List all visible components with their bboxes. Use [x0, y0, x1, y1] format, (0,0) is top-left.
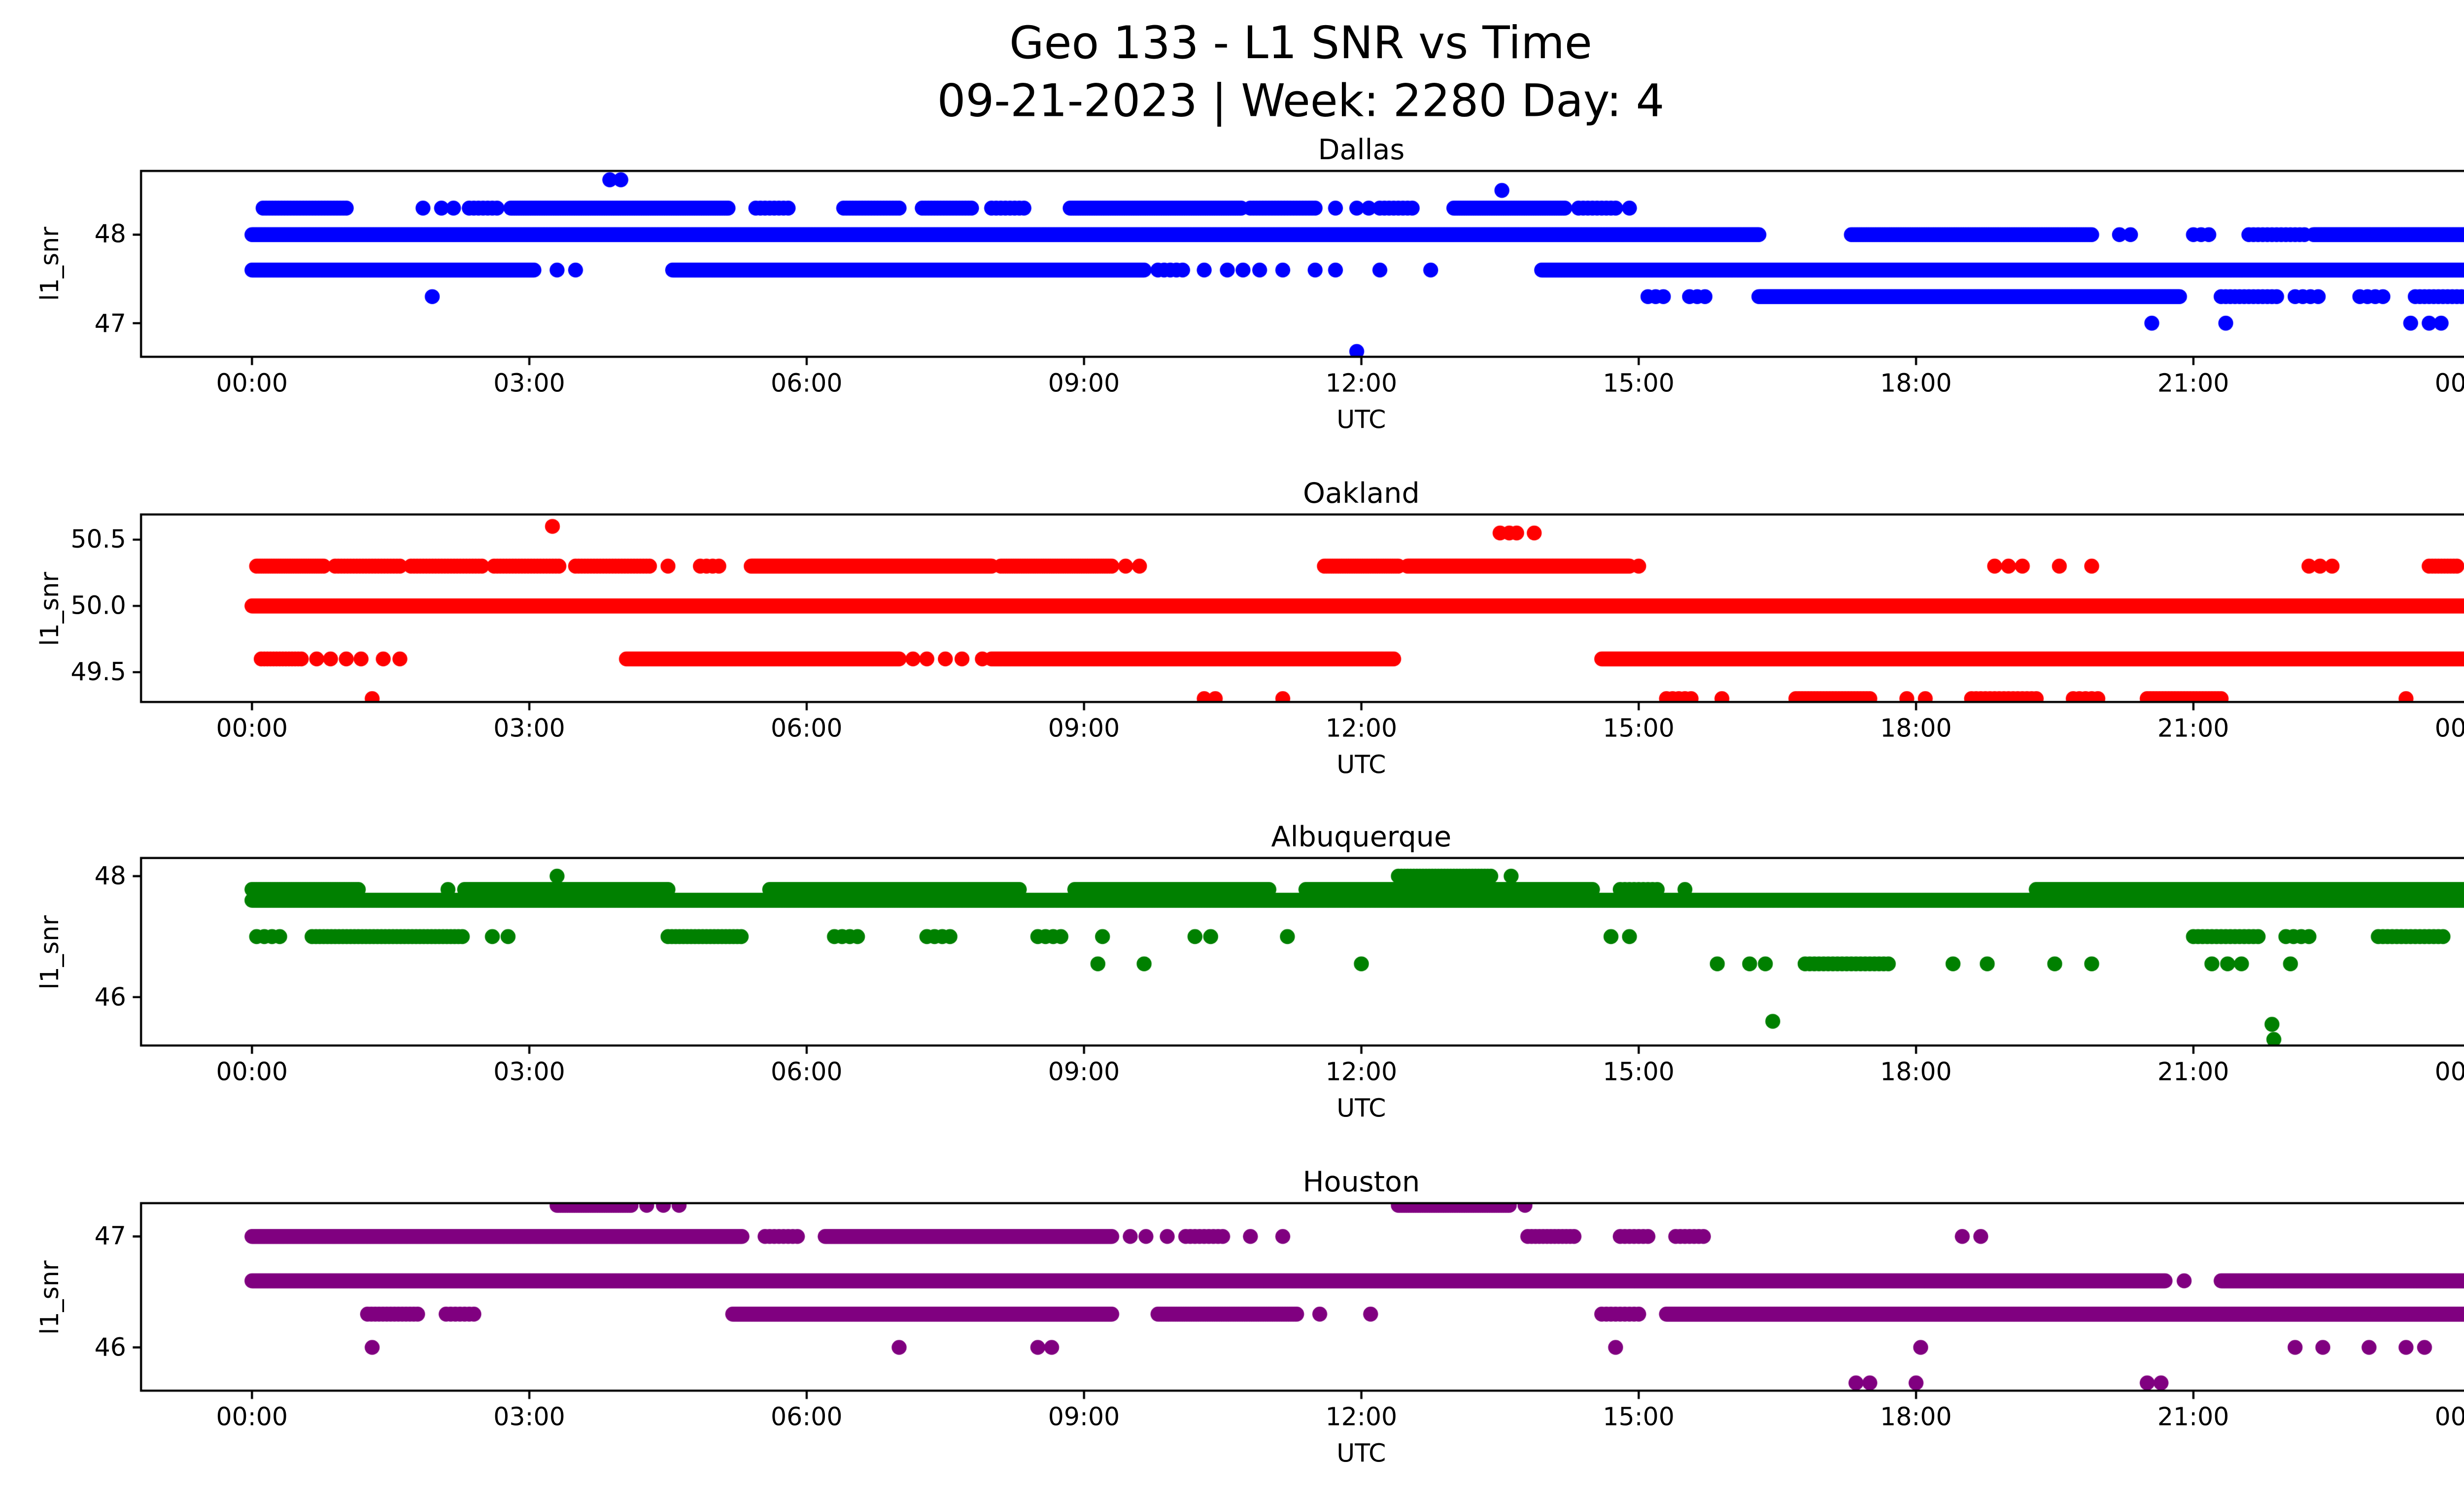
y-tick-label: 47	[94, 308, 126, 338]
x-tick-label: 06:00	[771, 1057, 843, 1087]
x-tick-label: 03:00	[493, 1402, 565, 1432]
x-tick-label: 09:00	[1048, 368, 1120, 398]
x-axis-label: UTC	[1336, 1093, 1386, 1123]
y-tick-label: 49.5	[70, 657, 126, 687]
x-tick-label: 09:00	[1048, 1402, 1120, 1432]
x-tick-label: 15:00	[1603, 368, 1675, 398]
x-tick-label: 09:00	[1048, 1057, 1120, 1087]
x-tick-label: 03:00	[493, 713, 565, 744]
x-tick-label: 21:00	[2157, 1402, 2229, 1432]
x-tick-label: 18:00	[1880, 1402, 1952, 1432]
x-tick-label: 00:00	[216, 368, 288, 398]
y-tick-label: 48	[94, 219, 126, 250]
x-tick-label: 12:00	[1325, 1402, 1398, 1432]
x-tick-label: 21:00	[2157, 1057, 2229, 1087]
x-tick-label: 21:00	[2157, 713, 2229, 744]
y-axis-label: l1_snr	[34, 226, 65, 301]
subplot-title-oakland: Oakland	[1302, 478, 1420, 511]
x-tick-label: 21:00	[2157, 368, 2229, 398]
x-tick-label: 15:00	[1603, 1402, 1675, 1432]
x-tick-label: 15:00	[1603, 1057, 1675, 1087]
x-tick-label: 18:00	[1880, 1057, 1952, 1087]
y-axis-label: l1_snr	[34, 1259, 65, 1334]
x-tick-label: 12:00	[1325, 713, 1398, 744]
x-tick-label: 00:00	[2434, 1057, 2464, 1087]
x-tick-label: 09:00	[1048, 713, 1120, 744]
x-tick-label: 12:00	[1325, 368, 1398, 398]
y-tick-label: 50.5	[70, 524, 126, 555]
x-tick-label: 06:00	[771, 1402, 843, 1432]
x-tick-label: 00:00	[216, 1402, 288, 1432]
subplot-title-dallas: Dallas	[1318, 134, 1405, 168]
y-tick-label: 46	[94, 982, 126, 1012]
chart-title: Geo 133 - L1 SNR vs Time	[1009, 18, 1592, 70]
figure-title-block: Geo 133 - L1 SNR vs Time 09-21-2023 | We…	[0, 15, 2464, 131]
x-tick-label: 03:00	[493, 368, 565, 398]
y-tick-label: 48	[94, 861, 126, 891]
x-tick-label: 00:00	[2434, 368, 2464, 398]
x-tick-label: 12:00	[1325, 1057, 1398, 1087]
y-tick-label: 46	[94, 1332, 126, 1362]
x-tick-label: 03:00	[493, 1057, 565, 1087]
x-tick-label: 18:00	[1880, 368, 1952, 398]
x-tick-label: 00:00	[2434, 713, 2464, 744]
y-tick-label: 47	[94, 1221, 126, 1252]
x-axis-label: UTC	[1336, 750, 1386, 780]
x-tick-label: 15:00	[1603, 713, 1675, 744]
y-axis-label: l1_snr	[34, 914, 65, 989]
x-tick-label: 00:00	[216, 1057, 288, 1087]
x-tick-label: 00:00	[2434, 1402, 2464, 1432]
y-axis-label: l1_snr	[34, 571, 65, 645]
x-tick-label: 18:00	[1880, 713, 1952, 744]
subplot-title-albuquerque: Albuquerque	[1271, 821, 1452, 855]
x-tick-label: 06:00	[771, 713, 843, 744]
y-tick-label: 50.0	[70, 591, 126, 621]
x-axis-label: UTC	[1336, 405, 1386, 435]
x-axis-label: UTC	[1336, 1438, 1386, 1469]
x-tick-label: 00:00	[216, 713, 288, 744]
x-tick-label: 06:00	[771, 368, 843, 398]
chart-subtitle: 09-21-2023 | Week: 2280 Day: 4	[937, 76, 1665, 128]
subplot-title-houston: Houston	[1302, 1166, 1420, 1200]
